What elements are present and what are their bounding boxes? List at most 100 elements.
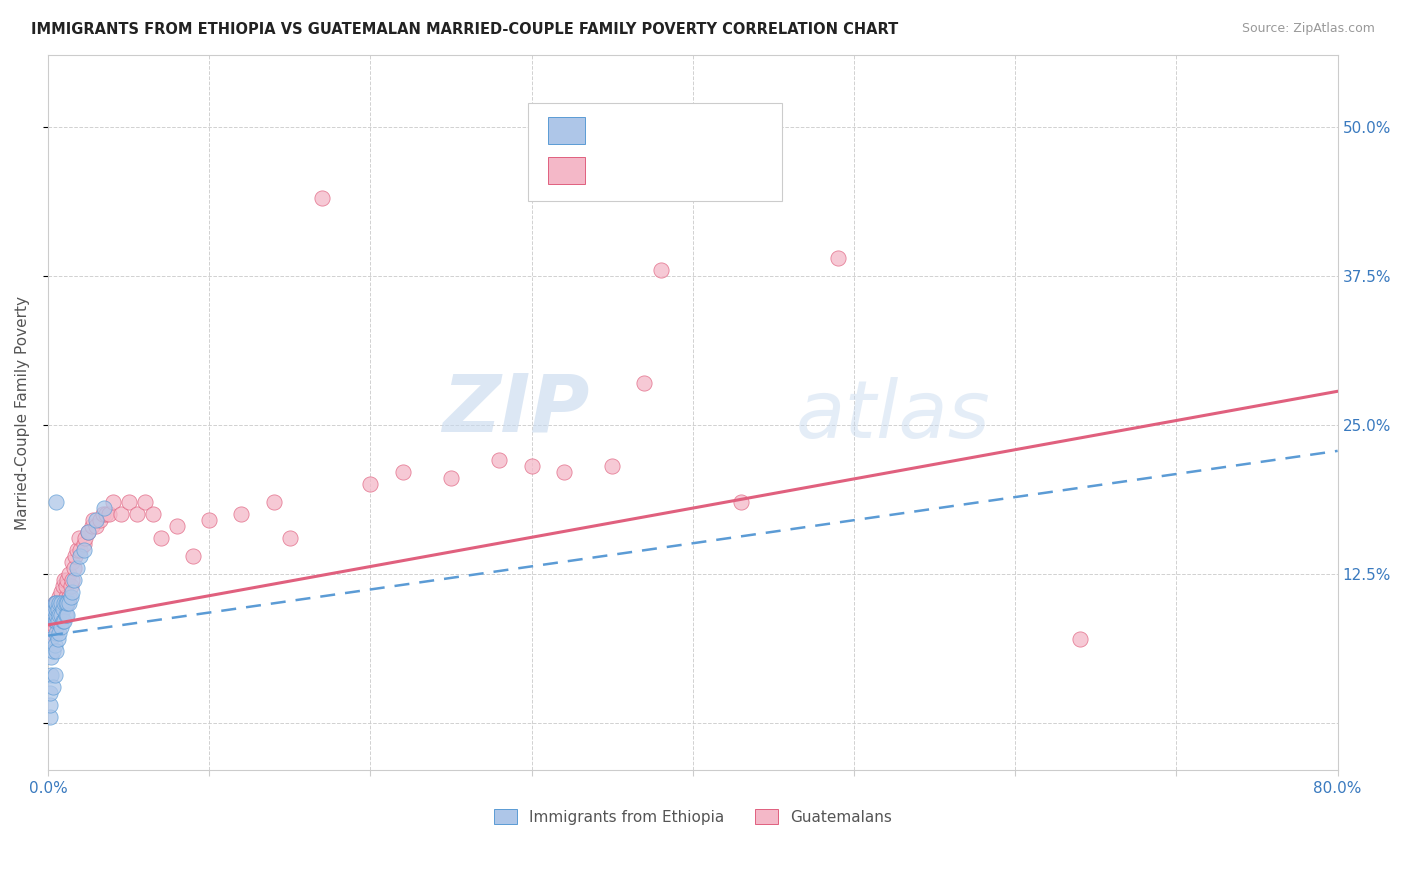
Point bbox=[1069, 632, 1091, 647]
Point bbox=[44, 638, 66, 652]
Point bbox=[72, 542, 94, 557]
Point bbox=[56, 573, 79, 587]
Point bbox=[263, 495, 285, 509]
Point bbox=[86, 519, 108, 533]
Point bbox=[827, 251, 849, 265]
Point bbox=[39, 668, 62, 682]
Point bbox=[51, 602, 73, 616]
Point bbox=[56, 608, 79, 623]
Point bbox=[650, 262, 672, 277]
Point bbox=[118, 495, 141, 509]
Point bbox=[69, 542, 91, 557]
Point bbox=[42, 602, 65, 616]
Point bbox=[440, 471, 463, 485]
Point bbox=[60, 573, 83, 587]
Point bbox=[44, 597, 66, 611]
Point bbox=[38, 709, 60, 723]
Point bbox=[51, 602, 73, 616]
Text: 0.165: 0.165 bbox=[630, 123, 679, 137]
Point bbox=[48, 591, 70, 605]
Point bbox=[45, 602, 67, 616]
Point bbox=[49, 584, 72, 599]
Point bbox=[49, 620, 72, 634]
Point bbox=[45, 597, 67, 611]
Point bbox=[134, 495, 156, 509]
Point bbox=[56, 597, 79, 611]
Point bbox=[89, 513, 111, 527]
Point bbox=[72, 537, 94, 551]
Point bbox=[38, 686, 60, 700]
Point bbox=[44, 597, 66, 611]
Point bbox=[488, 453, 510, 467]
Point bbox=[42, 644, 65, 658]
Point bbox=[278, 531, 301, 545]
Point bbox=[39, 650, 62, 665]
Point bbox=[45, 615, 67, 629]
Point bbox=[110, 507, 132, 521]
Point bbox=[60, 555, 83, 569]
Text: Source: ZipAtlas.com: Source: ZipAtlas.com bbox=[1241, 22, 1375, 36]
Point bbox=[42, 608, 65, 623]
Point bbox=[142, 507, 165, 521]
Point bbox=[231, 507, 253, 521]
Point bbox=[46, 615, 69, 629]
Point bbox=[39, 632, 62, 647]
Text: atlas: atlas bbox=[796, 377, 991, 455]
Point bbox=[53, 573, 76, 587]
Point bbox=[198, 513, 221, 527]
Point bbox=[91, 507, 114, 521]
Point bbox=[98, 507, 121, 521]
Text: 65: 65 bbox=[728, 163, 751, 178]
Point bbox=[42, 680, 65, 694]
Point bbox=[49, 602, 72, 616]
Point bbox=[77, 524, 100, 539]
Point bbox=[48, 626, 70, 640]
Point bbox=[86, 513, 108, 527]
Point bbox=[53, 597, 76, 611]
Point bbox=[58, 597, 80, 611]
Point bbox=[77, 524, 100, 539]
Point bbox=[553, 466, 575, 480]
Point bbox=[67, 531, 90, 545]
Point bbox=[59, 578, 82, 592]
Text: N =: N = bbox=[686, 123, 730, 137]
Text: N =: N = bbox=[686, 163, 730, 178]
Point bbox=[63, 573, 86, 587]
Text: 0.415: 0.415 bbox=[630, 163, 678, 178]
Point bbox=[101, 495, 124, 509]
Point bbox=[44, 615, 66, 629]
Point bbox=[38, 698, 60, 712]
Point bbox=[55, 591, 77, 605]
Point bbox=[46, 597, 69, 611]
Text: IMMIGRANTS FROM ETHIOPIA VS GUATEMALAN MARRIED-COUPLE FAMILY POVERTY CORRELATION: IMMIGRANTS FROM ETHIOPIA VS GUATEMALAN M… bbox=[31, 22, 898, 37]
Point bbox=[55, 578, 77, 592]
Point bbox=[166, 519, 188, 533]
Point bbox=[66, 542, 89, 557]
Point bbox=[82, 513, 104, 527]
Point bbox=[45, 597, 67, 611]
Legend: Immigrants from Ethiopia, Guatemalans: Immigrants from Ethiopia, Guatemalans bbox=[488, 803, 898, 830]
Point bbox=[56, 597, 79, 611]
Point bbox=[53, 615, 76, 629]
Point bbox=[600, 459, 623, 474]
Point bbox=[63, 560, 86, 574]
Point bbox=[44, 668, 66, 682]
Point bbox=[49, 608, 72, 623]
Point bbox=[58, 566, 80, 581]
Text: R =: R = bbox=[595, 123, 628, 137]
Point bbox=[181, 549, 204, 563]
Point bbox=[51, 615, 73, 629]
Point bbox=[60, 584, 83, 599]
Text: ZIP: ZIP bbox=[443, 370, 589, 448]
Point bbox=[48, 608, 70, 623]
Point bbox=[59, 591, 82, 605]
Point bbox=[80, 519, 103, 533]
Point bbox=[45, 615, 67, 629]
Point bbox=[45, 495, 67, 509]
Point bbox=[391, 466, 413, 480]
Point bbox=[46, 632, 69, 647]
Point bbox=[45, 626, 67, 640]
Point bbox=[125, 507, 148, 521]
Point bbox=[48, 608, 70, 623]
Point bbox=[93, 501, 115, 516]
